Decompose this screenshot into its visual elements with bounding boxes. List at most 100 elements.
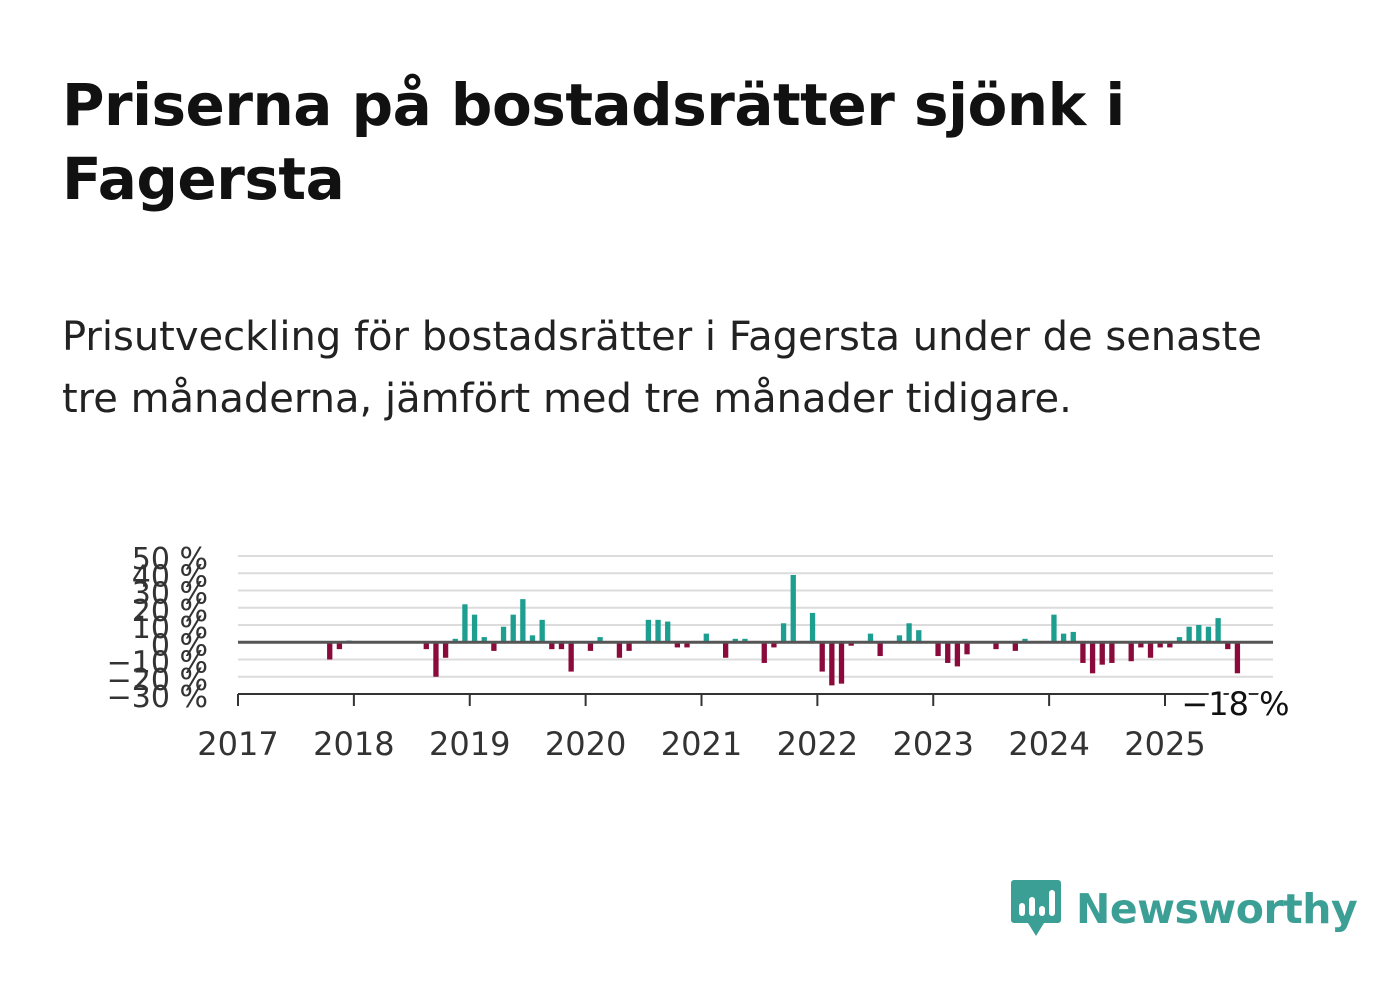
- y-tick-label: −20 %: [107, 663, 208, 698]
- chart-title: Priserna på bostadsrätter sjönk i Fagers…: [62, 71, 1125, 213]
- annotations: −18 %: [1178, 682, 1292, 726]
- x-tick-label: 2018: [313, 725, 394, 763]
- bar: [626, 642, 632, 651]
- bar: [722, 642, 729, 658]
- bar: [838, 642, 845, 684]
- bar: [327, 642, 333, 660]
- bar: [568, 642, 574, 672]
- bar: [433, 642, 439, 677]
- bar: [510, 614, 516, 643]
- bar: [1099, 642, 1105, 665]
- bar: [1157, 642, 1163, 648]
- bar: [539, 619, 545, 643]
- bar: [558, 642, 565, 650]
- y-tick-label: 50 %: [132, 542, 208, 577]
- x-tick-label: 2021: [661, 725, 742, 763]
- y-tick-label: 0 %: [151, 628, 208, 663]
- bar: [790, 574, 796, 643]
- bar: [935, 642, 941, 657]
- bar: [423, 642, 429, 650]
- bar: [1186, 626, 1192, 643]
- y-tick-label: 40 %: [132, 559, 208, 594]
- bar: [848, 642, 854, 646]
- bar: [877, 642, 883, 657]
- bar: [819, 642, 825, 672]
- y-tick-label: −10 %: [107, 646, 208, 681]
- newsworthy-logo-icon: [1011, 880, 1061, 936]
- last-value-label: −18 %: [1181, 685, 1289, 723]
- bar: [809, 612, 816, 643]
- bar: [916, 630, 922, 643]
- bar: [520, 599, 526, 643]
- bar: [452, 638, 458, 643]
- chart-subtitle: Prisutveckling för bostadsrätter i Fager…: [62, 314, 1262, 422]
- y-tick-label: 10 %: [132, 611, 208, 646]
- y-tick-label: 20 %: [132, 594, 208, 629]
- bars: [327, 574, 1241, 686]
- axes: [237, 640, 1273, 706]
- bar: [1012, 642, 1018, 651]
- bar: [761, 642, 767, 663]
- x-tick-label: 2022: [777, 725, 858, 763]
- bar: [587, 642, 594, 651]
- y-axis-labels: 50 %40 %30 %20 %10 %0 %−10 %−20 %−30 %: [107, 542, 208, 715]
- bar: [442, 642, 449, 658]
- bar: [1234, 642, 1241, 674]
- x-axis-labels: 2017 2018 2019 2020 2021 2022 2023 2024 2025: [197, 725, 1205, 763]
- bar: [906, 623, 912, 643]
- bar: [462, 604, 468, 643]
- bar: [954, 642, 961, 667]
- bar: [665, 621, 671, 643]
- bar: [771, 642, 777, 648]
- bar: [703, 633, 709, 643]
- bar: [964, 642, 970, 655]
- x-tick-label: 2025: [1124, 725, 1205, 763]
- x-tick-label: 2024: [1008, 725, 1089, 763]
- bar: [1109, 642, 1115, 663]
- bar: [1147, 642, 1154, 658]
- bar: [597, 637, 603, 643]
- bar: [780, 623, 787, 643]
- x-tick-label: 2017: [197, 725, 278, 763]
- bar: [1196, 625, 1202, 643]
- bar: [1205, 626, 1212, 643]
- bar: [993, 642, 999, 650]
- bar: [1225, 642, 1231, 650]
- bar: [1215, 618, 1221, 643]
- bar: [1128, 642, 1134, 662]
- grid-lines: [238, 555, 1273, 695]
- bar: [1051, 614, 1057, 643]
- bar: [896, 635, 903, 643]
- bar: [645, 619, 652, 643]
- bar: [1070, 631, 1076, 643]
- bar: [1022, 638, 1028, 643]
- bar: [655, 619, 661, 643]
- x-tick-label: 2020: [545, 725, 626, 763]
- y-tick-label: −30 %: [107, 680, 208, 715]
- bar: [471, 614, 478, 643]
- bar: [674, 642, 681, 648]
- bar: [945, 642, 951, 663]
- bar: [336, 642, 343, 650]
- bar: [1167, 642, 1173, 648]
- bar: [1176, 637, 1183, 643]
- bar: [616, 642, 623, 658]
- bar: [742, 638, 748, 643]
- bar: [500, 626, 507, 643]
- bar: [1138, 642, 1144, 648]
- bar: [684, 642, 690, 648]
- x-tick-label: 2023: [893, 725, 974, 763]
- bar: [829, 642, 835, 686]
- newsworthy-logo: Newsworthy: [1010, 878, 1358, 940]
- bar: [732, 638, 738, 643]
- bar: [1060, 633, 1067, 643]
- bar: [1080, 642, 1086, 663]
- bar: [867, 633, 874, 643]
- bar: [491, 642, 497, 651]
- bar: [1089, 642, 1096, 674]
- y-tick-label: 30 %: [132, 577, 208, 612]
- bar: [549, 642, 555, 650]
- newsworthy-brand-name: Newsworthy: [1076, 885, 1358, 933]
- x-tick-label: 2019: [429, 725, 510, 763]
